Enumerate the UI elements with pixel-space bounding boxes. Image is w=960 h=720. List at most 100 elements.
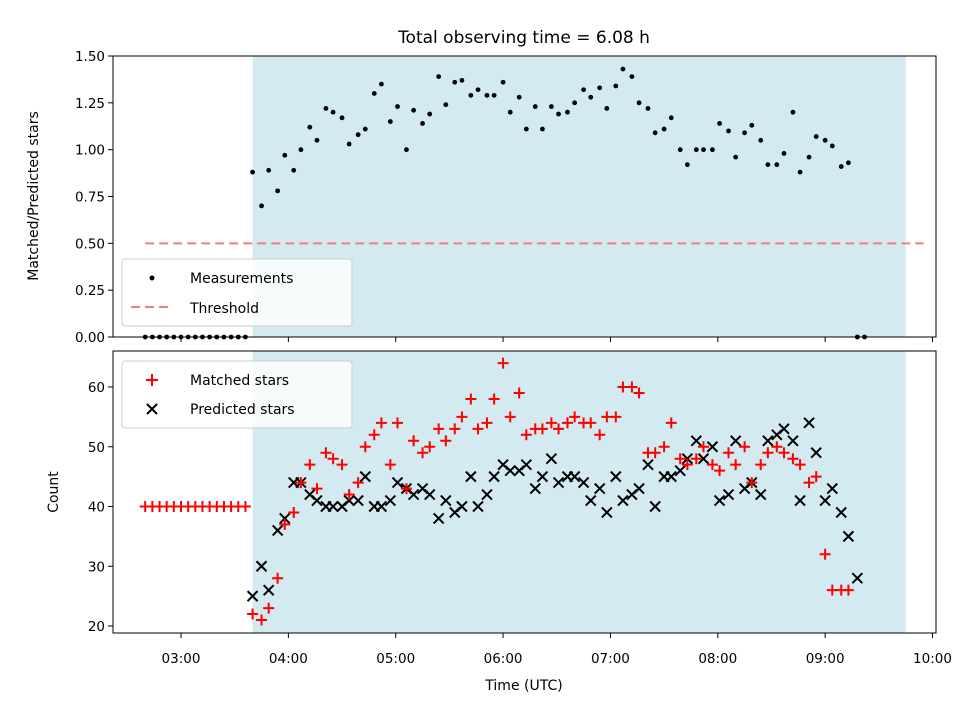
legend-predicted-label: Predicted stars <box>190 402 295 418</box>
predicted-point <box>697 452 710 465</box>
measurement-point <box>339 115 345 121</box>
matched-point <box>746 477 758 489</box>
measurement-point <box>556 111 561 117</box>
x-tick-label: 10:00 <box>913 651 952 667</box>
matched-point <box>553 423 565 435</box>
predicted-point <box>803 417 815 429</box>
matched-point <box>545 417 557 429</box>
predicted-point <box>440 494 452 507</box>
matched-point <box>375 417 387 429</box>
bottom-y-tick-label: 60 <box>88 380 105 396</box>
measurement-point <box>507 109 513 115</box>
measurement-point <box>523 126 529 132</box>
predicted-point <box>585 494 597 507</box>
top-y-tick-label: 0.50 <box>75 236 105 252</box>
matched-point <box>320 447 332 459</box>
measurement-point <box>661 126 667 132</box>
matched-point <box>247 608 259 620</box>
predicted-point <box>520 458 533 471</box>
matched-point <box>697 441 709 453</box>
bottom-y-tick-label: 40 <box>88 500 105 516</box>
bottom-x-ticks: 03:00 04:00 05:00 06:00 07:00 08:00 09:00 10:00 <box>162 633 952 667</box>
legend-matched-marker <box>146 374 158 386</box>
measurement-point <box>491 92 497 98</box>
matched-point <box>665 417 677 429</box>
measurement-point <box>588 94 594 100</box>
matched-point <box>272 572 284 584</box>
measurement-point <box>346 141 352 147</box>
measurement-point <box>468 92 474 98</box>
measurement-point <box>581 87 586 93</box>
predicted-point <box>481 488 493 501</box>
measurement-point <box>717 121 722 126</box>
legend-predicted-marker <box>146 403 158 415</box>
predicted-point <box>810 447 822 459</box>
predicted-point <box>794 494 806 507</box>
measurement-point <box>733 154 739 160</box>
measurement-point <box>436 74 442 80</box>
measurement-point <box>259 203 264 209</box>
measurement-point <box>790 109 796 115</box>
measurement-point <box>668 115 674 121</box>
measurement-point <box>797 169 803 175</box>
predicted-point <box>762 435 774 447</box>
matched-point <box>520 429 532 441</box>
measurement-point <box>726 128 731 134</box>
x-tick-label: 06:00 <box>484 651 523 667</box>
measurement-point <box>452 79 458 85</box>
top-y-tick-label: 1.50 <box>75 49 105 65</box>
measurement-point <box>282 152 288 158</box>
matched-point <box>723 447 735 459</box>
matched-point <box>400 483 412 495</box>
predicted-point <box>465 470 477 483</box>
matched-point <box>311 483 323 495</box>
measurement-point <box>822 137 828 143</box>
top-measurement-points <box>142 66 867 340</box>
bottom-y-tick-label: 30 <box>88 559 105 575</box>
top-legend-box <box>121 258 353 327</box>
bottom-panel: 20 30 40 50 60 03:00 04:00 05:00 06:00 07:00 08:0… <box>46 351 952 694</box>
matched-point <box>794 459 806 471</box>
matched-point <box>658 441 670 453</box>
top-y-axis-label: Matched/Predicted stars <box>26 111 42 281</box>
measurement-point <box>314 137 320 143</box>
matched-point <box>714 465 726 477</box>
matched-point <box>649 447 661 459</box>
predicted-point <box>271 524 284 537</box>
measurement-point <box>565 109 570 115</box>
matched-point <box>440 435 452 447</box>
matched-point <box>288 506 300 518</box>
measurement-point <box>330 109 336 115</box>
predicted-point <box>610 470 622 483</box>
matched-point <box>456 411 468 423</box>
measurement-point <box>781 151 787 156</box>
predicted-point <box>674 464 686 477</box>
matched-point <box>368 429 380 441</box>
matched-point <box>787 453 799 465</box>
predicted-point <box>665 470 677 483</box>
predicted-point <box>835 506 847 519</box>
measurement-point <box>774 162 780 168</box>
predicted-point <box>617 494 629 507</box>
matched-point <box>585 417 597 429</box>
matched-point <box>706 459 718 471</box>
matched-point <box>295 477 307 489</box>
top-y-tick-label: 0.25 <box>75 283 105 299</box>
predicted-point <box>279 512 291 525</box>
predicted-point <box>384 494 397 507</box>
matched-point <box>633 387 645 399</box>
measurement-point <box>629 74 635 80</box>
top-panel: 0.00 0.25 0.50 0.75 1.00 1.25 1.50 Matched/Pre… <box>26 49 937 346</box>
measurement-point <box>742 130 748 136</box>
legend-measurements-label: Measurements <box>190 271 293 287</box>
matched-point <box>690 453 702 465</box>
matched-point <box>263 602 275 614</box>
matched-point <box>497 357 509 369</box>
measurement-point <box>291 167 297 173</box>
bottom-y-axis-label: Count <box>46 471 62 513</box>
measurement-point <box>298 147 304 153</box>
x-tick-label: 04:00 <box>269 651 308 667</box>
predicted-point <box>649 500 661 513</box>
measurement-point <box>459 77 465 83</box>
